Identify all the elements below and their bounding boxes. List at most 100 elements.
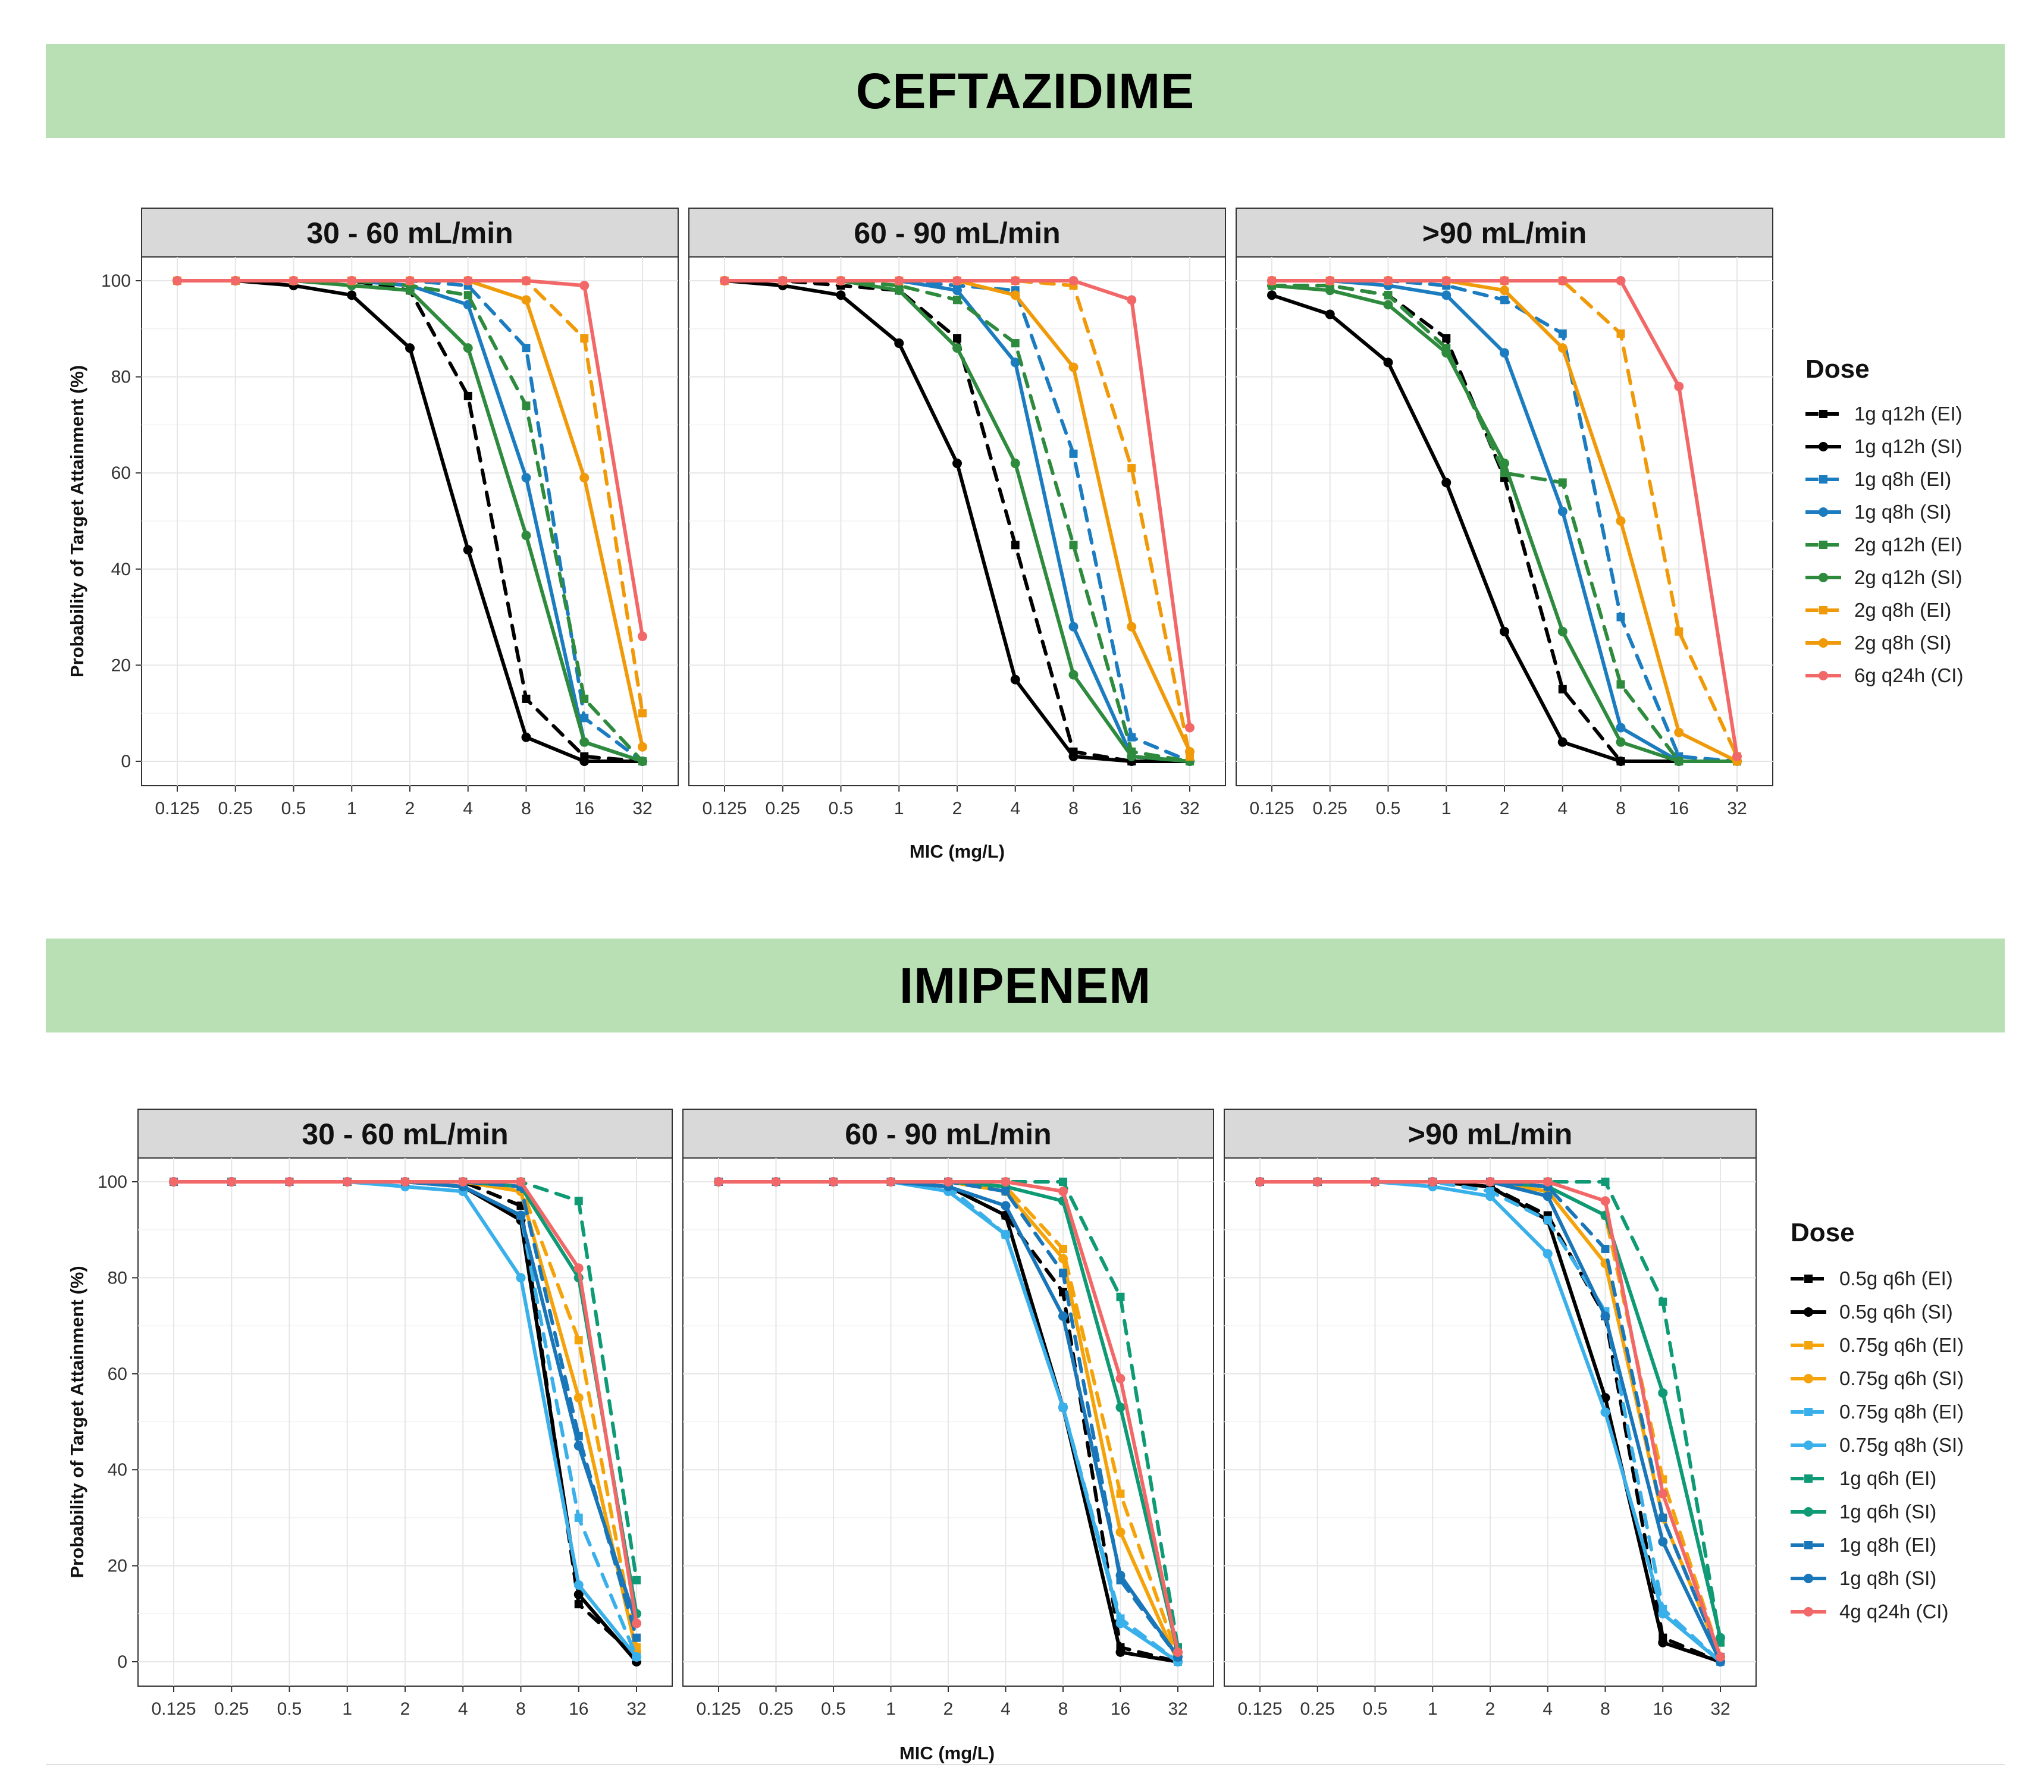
data-point — [1616, 723, 1626, 733]
data-point — [1442, 334, 1451, 343]
x-tick-label: 2 — [943, 1699, 954, 1719]
legend-item-2g-q12h-si: 2g q12h (SI) — [1805, 566, 1963, 588]
data-point — [580, 694, 589, 703]
ceftazidime-chart: 30 - 60 mL/min 0.125 0.25 0.5 1 2 4 8 16 32 0 20 40 6… — [67, 208, 1963, 862]
data-point — [638, 742, 647, 752]
x-tick-label: 2 — [1500, 799, 1510, 818]
facet-label: 60 - 90 mL/min — [845, 1118, 1051, 1151]
series-line-2g-q12h-ei — [1270, 284, 1739, 763]
x-tick-label: 1 — [1428, 1699, 1438, 1719]
data-point — [1500, 459, 1509, 469]
legend-label: 1g q8h (EI) — [1839, 1534, 1936, 1556]
data-point — [1127, 733, 1136, 742]
data-point — [1485, 1177, 1495, 1187]
imipenem-banner: IMIPENEM — [46, 939, 2005, 1032]
data-point — [1658, 1388, 1668, 1398]
data-point — [1674, 757, 1684, 766]
x-tick-label: 0.125 — [696, 1699, 741, 1719]
legend-label: 2g q12h (EI) — [1854, 533, 1963, 556]
data-point — [574, 1197, 583, 1206]
facet-label: >90 mL/min — [1422, 216, 1587, 250]
x-tick-label: 16 — [1669, 799, 1689, 818]
data-point — [521, 732, 531, 742]
legend-item-0-75g-q8h-si: 0.75g q8h (SI) — [1791, 1434, 1964, 1456]
data-point — [347, 276, 357, 285]
data-point — [1069, 449, 1078, 458]
data-point — [1127, 622, 1137, 632]
series-group — [1255, 1177, 1725, 1667]
data-point — [1658, 1537, 1668, 1547]
data-point — [1500, 296, 1509, 305]
data-point — [952, 285, 962, 296]
data-point — [894, 338, 904, 349]
y-tick-label: 100 — [98, 1172, 127, 1192]
data-point — [230, 276, 240, 285]
x-tick-label: 16 — [569, 1699, 588, 1719]
y-tick-label: 80 — [108, 1268, 127, 1288]
y-tick-label: 80 — [111, 368, 131, 387]
data-point — [516, 1210, 526, 1220]
data-point — [522, 344, 531, 353]
data-point — [1010, 674, 1020, 685]
data-point — [1543, 1191, 1553, 1201]
x-tick-label: 8 — [516, 1699, 526, 1719]
data-point — [1173, 1647, 1183, 1657]
data-point — [1600, 1393, 1610, 1403]
legend-key-marker — [1819, 671, 1828, 680]
imipenem-panel-2: 60 - 90 mL/min 0.125 0.25 0.5 1 2 4 8 16 32 — [682, 1109, 1214, 1719]
data-point — [1068, 622, 1079, 632]
x-tick-label: 2 — [400, 1699, 410, 1719]
x-tick-label: 4 — [1557, 799, 1568, 818]
legend-label: 1g q12h (SI) — [1854, 435, 1963, 457]
legend-label: 1g q6h (EI) — [1839, 1467, 1936, 1489]
y-tick-label: 100 — [101, 271, 131, 291]
data-point — [573, 1590, 584, 1600]
data-point — [952, 343, 962, 353]
data-point — [573, 1580, 584, 1590]
data-point — [1068, 751, 1079, 761]
data-point — [638, 757, 647, 766]
data-point — [1716, 1652, 1725, 1662]
data-point — [579, 757, 590, 766]
legend-key-marker — [1819, 507, 1828, 517]
data-point — [778, 276, 788, 285]
facet-strip — [141, 208, 679, 258]
data-point — [720, 276, 729, 285]
x-tick-label: 0.5 — [1376, 799, 1401, 818]
legend-label: 0.75g q8h (EI) — [1839, 1401, 1964, 1423]
x-tick-label: 0.125 — [1249, 799, 1294, 818]
data-point — [521, 531, 531, 541]
data-point — [1658, 1637, 1668, 1647]
data-point — [1441, 478, 1452, 488]
legend-key-marker — [1819, 475, 1827, 484]
data-point — [1058, 1187, 1068, 1197]
data-point — [943, 1177, 953, 1187]
data-point — [1441, 290, 1452, 300]
data-point — [1127, 295, 1137, 305]
data-point — [1557, 343, 1568, 353]
data-point — [1059, 1178, 1067, 1186]
data-point — [1600, 1196, 1610, 1206]
data-point — [1616, 516, 1626, 526]
x-tick-label: 1 — [347, 799, 357, 818]
data-point — [1500, 276, 1509, 285]
data-point — [632, 1576, 641, 1584]
legend-item-0-5g-q6h-ei: 0.5g q6h (EI) — [1791, 1267, 1953, 1289]
data-point — [1115, 1647, 1126, 1657]
legend-label: 1g q8h (SI) — [1839, 1567, 1936, 1589]
data-point — [1383, 300, 1393, 310]
ceftazidime-panel-2: 60 - 90 mL/min 0.125 0.25 0.5 1 2 4 8 16 32 — [688, 208, 1226, 818]
data-point — [347, 290, 357, 300]
data-point — [836, 276, 846, 285]
legend-key-marker — [1804, 1341, 1813, 1350]
y-axis-title: Probability of Target Attainment (%) — [67, 365, 87, 677]
data-point — [1383, 276, 1393, 285]
legend-item-6g-q24h-ci: 6g q24h (CI) — [1805, 664, 1963, 686]
legend-title: Dose — [1805, 354, 1870, 384]
data-point — [1675, 627, 1684, 636]
data-point — [953, 296, 961, 305]
data-point — [405, 343, 415, 353]
legend-key-marker — [1819, 442, 1828, 451]
legend-item-1g-q8h-ei: 1g q8h (EI) — [1805, 468, 1951, 490]
